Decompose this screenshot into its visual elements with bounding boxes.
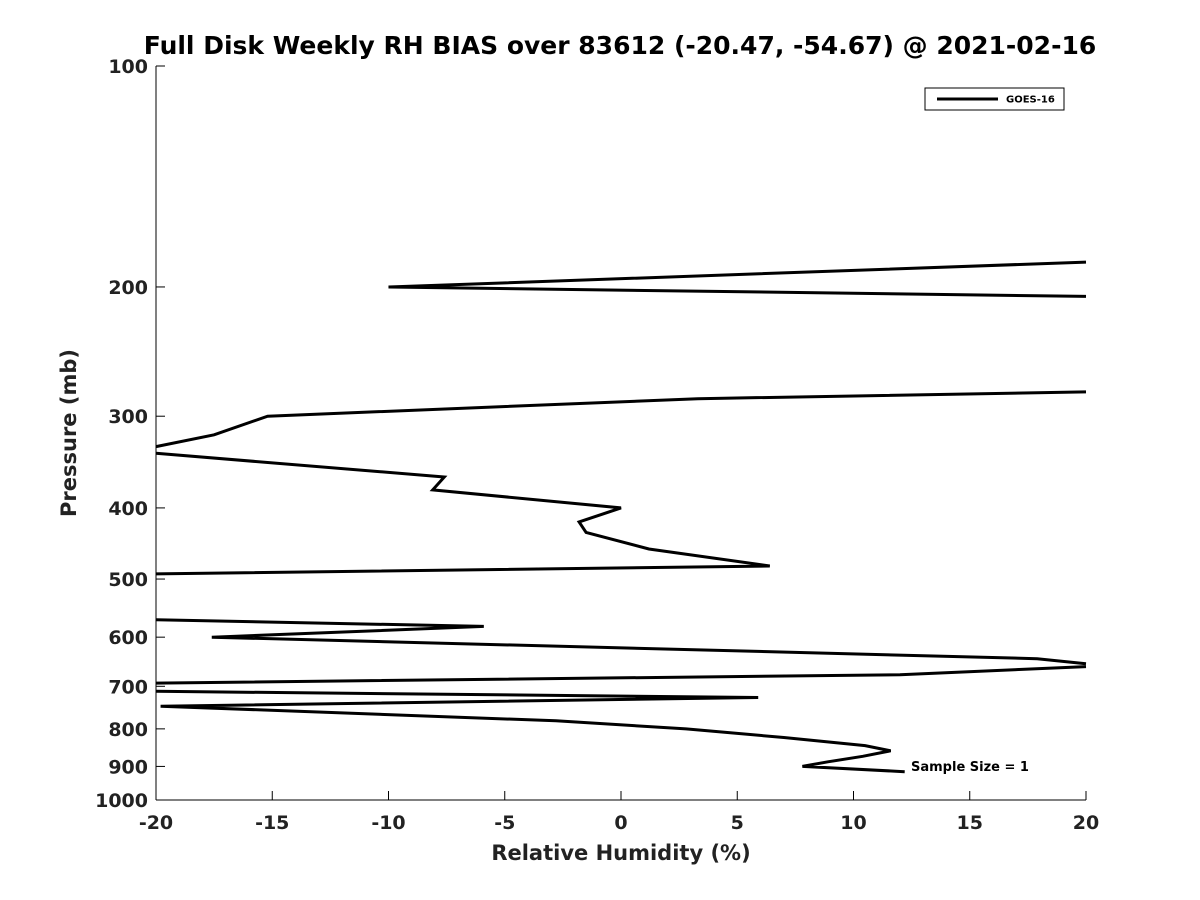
y-tick-label: 500	[108, 569, 148, 591]
y-tick-label: 200	[108, 277, 148, 299]
y-tick-label: 1000	[95, 790, 148, 812]
series-line-goes16	[388, 260, 1087, 298]
series-group	[155, 260, 1087, 774]
x-tick-label: 5	[731, 812, 744, 834]
y-tick-label: 400	[108, 498, 148, 520]
y-tick-label: 300	[108, 406, 148, 428]
y-axis-label: Pressure (mb)	[57, 349, 81, 517]
legend-label-goes16: GOES-16	[1006, 95, 1055, 106]
sample-size-annotation: Sample Size = 1	[911, 760, 1029, 775]
x-axis-label: Relative Humidity (%)	[491, 841, 750, 865]
series-line-goes16	[155, 665, 1087, 685]
x-tick-label: 15	[957, 812, 983, 834]
legend: GOES-16	[924, 87, 1065, 111]
series-line-goes16	[155, 618, 1087, 666]
x-tick-label: 10	[840, 812, 866, 834]
y-tick-label: 900	[108, 756, 148, 778]
y-tick-label: 100	[108, 56, 148, 78]
y-tick-label: 700	[108, 676, 148, 698]
series-line-goes16	[155, 451, 771, 576]
x-tick-label: -5	[494, 812, 515, 834]
x-tick-label: 0	[614, 812, 627, 834]
y-tick-label: 800	[108, 719, 148, 741]
series-line-goes16	[155, 390, 1087, 449]
y-tick-label: 600	[108, 627, 148, 649]
x-tick-label: -10	[371, 812, 405, 834]
x-ticks: -20 -15 -10 -5 0 5 10 15 20	[139, 791, 1099, 834]
y-ticks: 100 200 300 400 500 600 700 800 900 1000	[95, 56, 165, 812]
series-line-goes16	[155, 689, 905, 774]
x-tick-label: -15	[255, 812, 289, 834]
chart-title: Full Disk Weekly RH BIAS over 83612 (-20…	[144, 31, 1097, 60]
x-tick-label: -20	[139, 812, 173, 834]
x-tick-label: 20	[1073, 812, 1099, 834]
